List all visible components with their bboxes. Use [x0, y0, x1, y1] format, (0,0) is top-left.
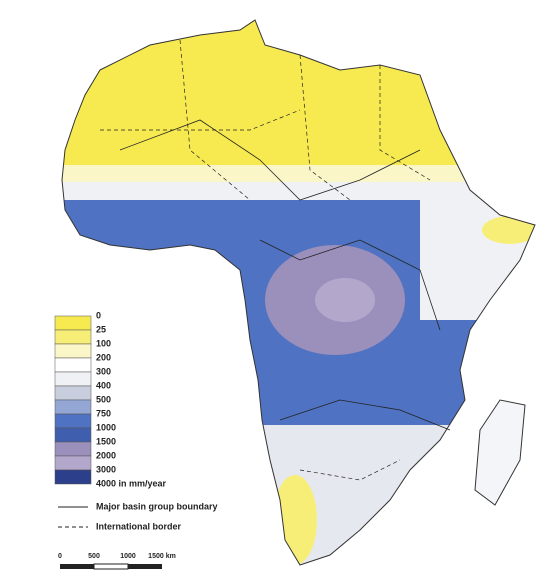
scale-segment [93, 563, 129, 570]
legend-label: 0 [96, 310, 101, 320]
zone-sahel [62, 182, 535, 204]
legend-label: 200 [96, 352, 111, 362]
zone-semi-arid [62, 165, 535, 185]
scale-label: 1000 [120, 553, 136, 560]
legend-label: 4000 in mm/year [96, 478, 167, 488]
legend-label: 2000 [96, 450, 116, 460]
legend: 0 25 100 200 300 400 500 750 1000 1500 2000 3000 400… [54, 310, 167, 488]
legend-swatch [54, 357, 92, 373]
legend-swatch [54, 399, 92, 415]
legend-swatch [54, 315, 92, 331]
legend-label: 100 [96, 338, 111, 348]
legend-swatch [54, 371, 92, 387]
legend-swatch [54, 413, 92, 429]
zone-namib [273, 475, 317, 565]
legend-label: 400 [96, 380, 111, 390]
scale-label: 0 [58, 553, 62, 560]
scale-segment [60, 564, 94, 569]
legend-swatch [54, 385, 92, 401]
scale-label: 1500 km [148, 553, 176, 560]
legend-label: 300 [96, 366, 111, 376]
legend-swatch [54, 427, 92, 443]
legend-basin-label: Major basin group boundary [96, 501, 218, 511]
scale-segment [128, 564, 162, 569]
zone-congo-core [315, 278, 375, 322]
africa-outline [61, 19, 536, 566]
legend-label: 750 [96, 408, 111, 418]
legend-swatch [54, 455, 92, 471]
scale-label: 500 [88, 553, 100, 560]
borders [100, 39, 431, 481]
scale-bar [60, 563, 162, 570]
madagascar [474, 399, 526, 506]
basin-boundaries [119, 119, 451, 431]
legend-label: 500 [96, 394, 111, 404]
legend-swatch [54, 441, 92, 457]
legend-label: 3000 [96, 464, 116, 474]
legend-swatch [54, 343, 92, 359]
legend-label: 1500 [96, 436, 116, 446]
zone-east-dry [420, 200, 535, 320]
legend-label: 1000 [96, 422, 116, 432]
legend-border-label: International border [96, 521, 182, 531]
zone-arid [62, 20, 535, 170]
legend-swatch [54, 469, 92, 485]
legend-label: 25 [96, 324, 106, 334]
zone-horn [482, 216, 535, 244]
legend-swatch [54, 329, 92, 345]
